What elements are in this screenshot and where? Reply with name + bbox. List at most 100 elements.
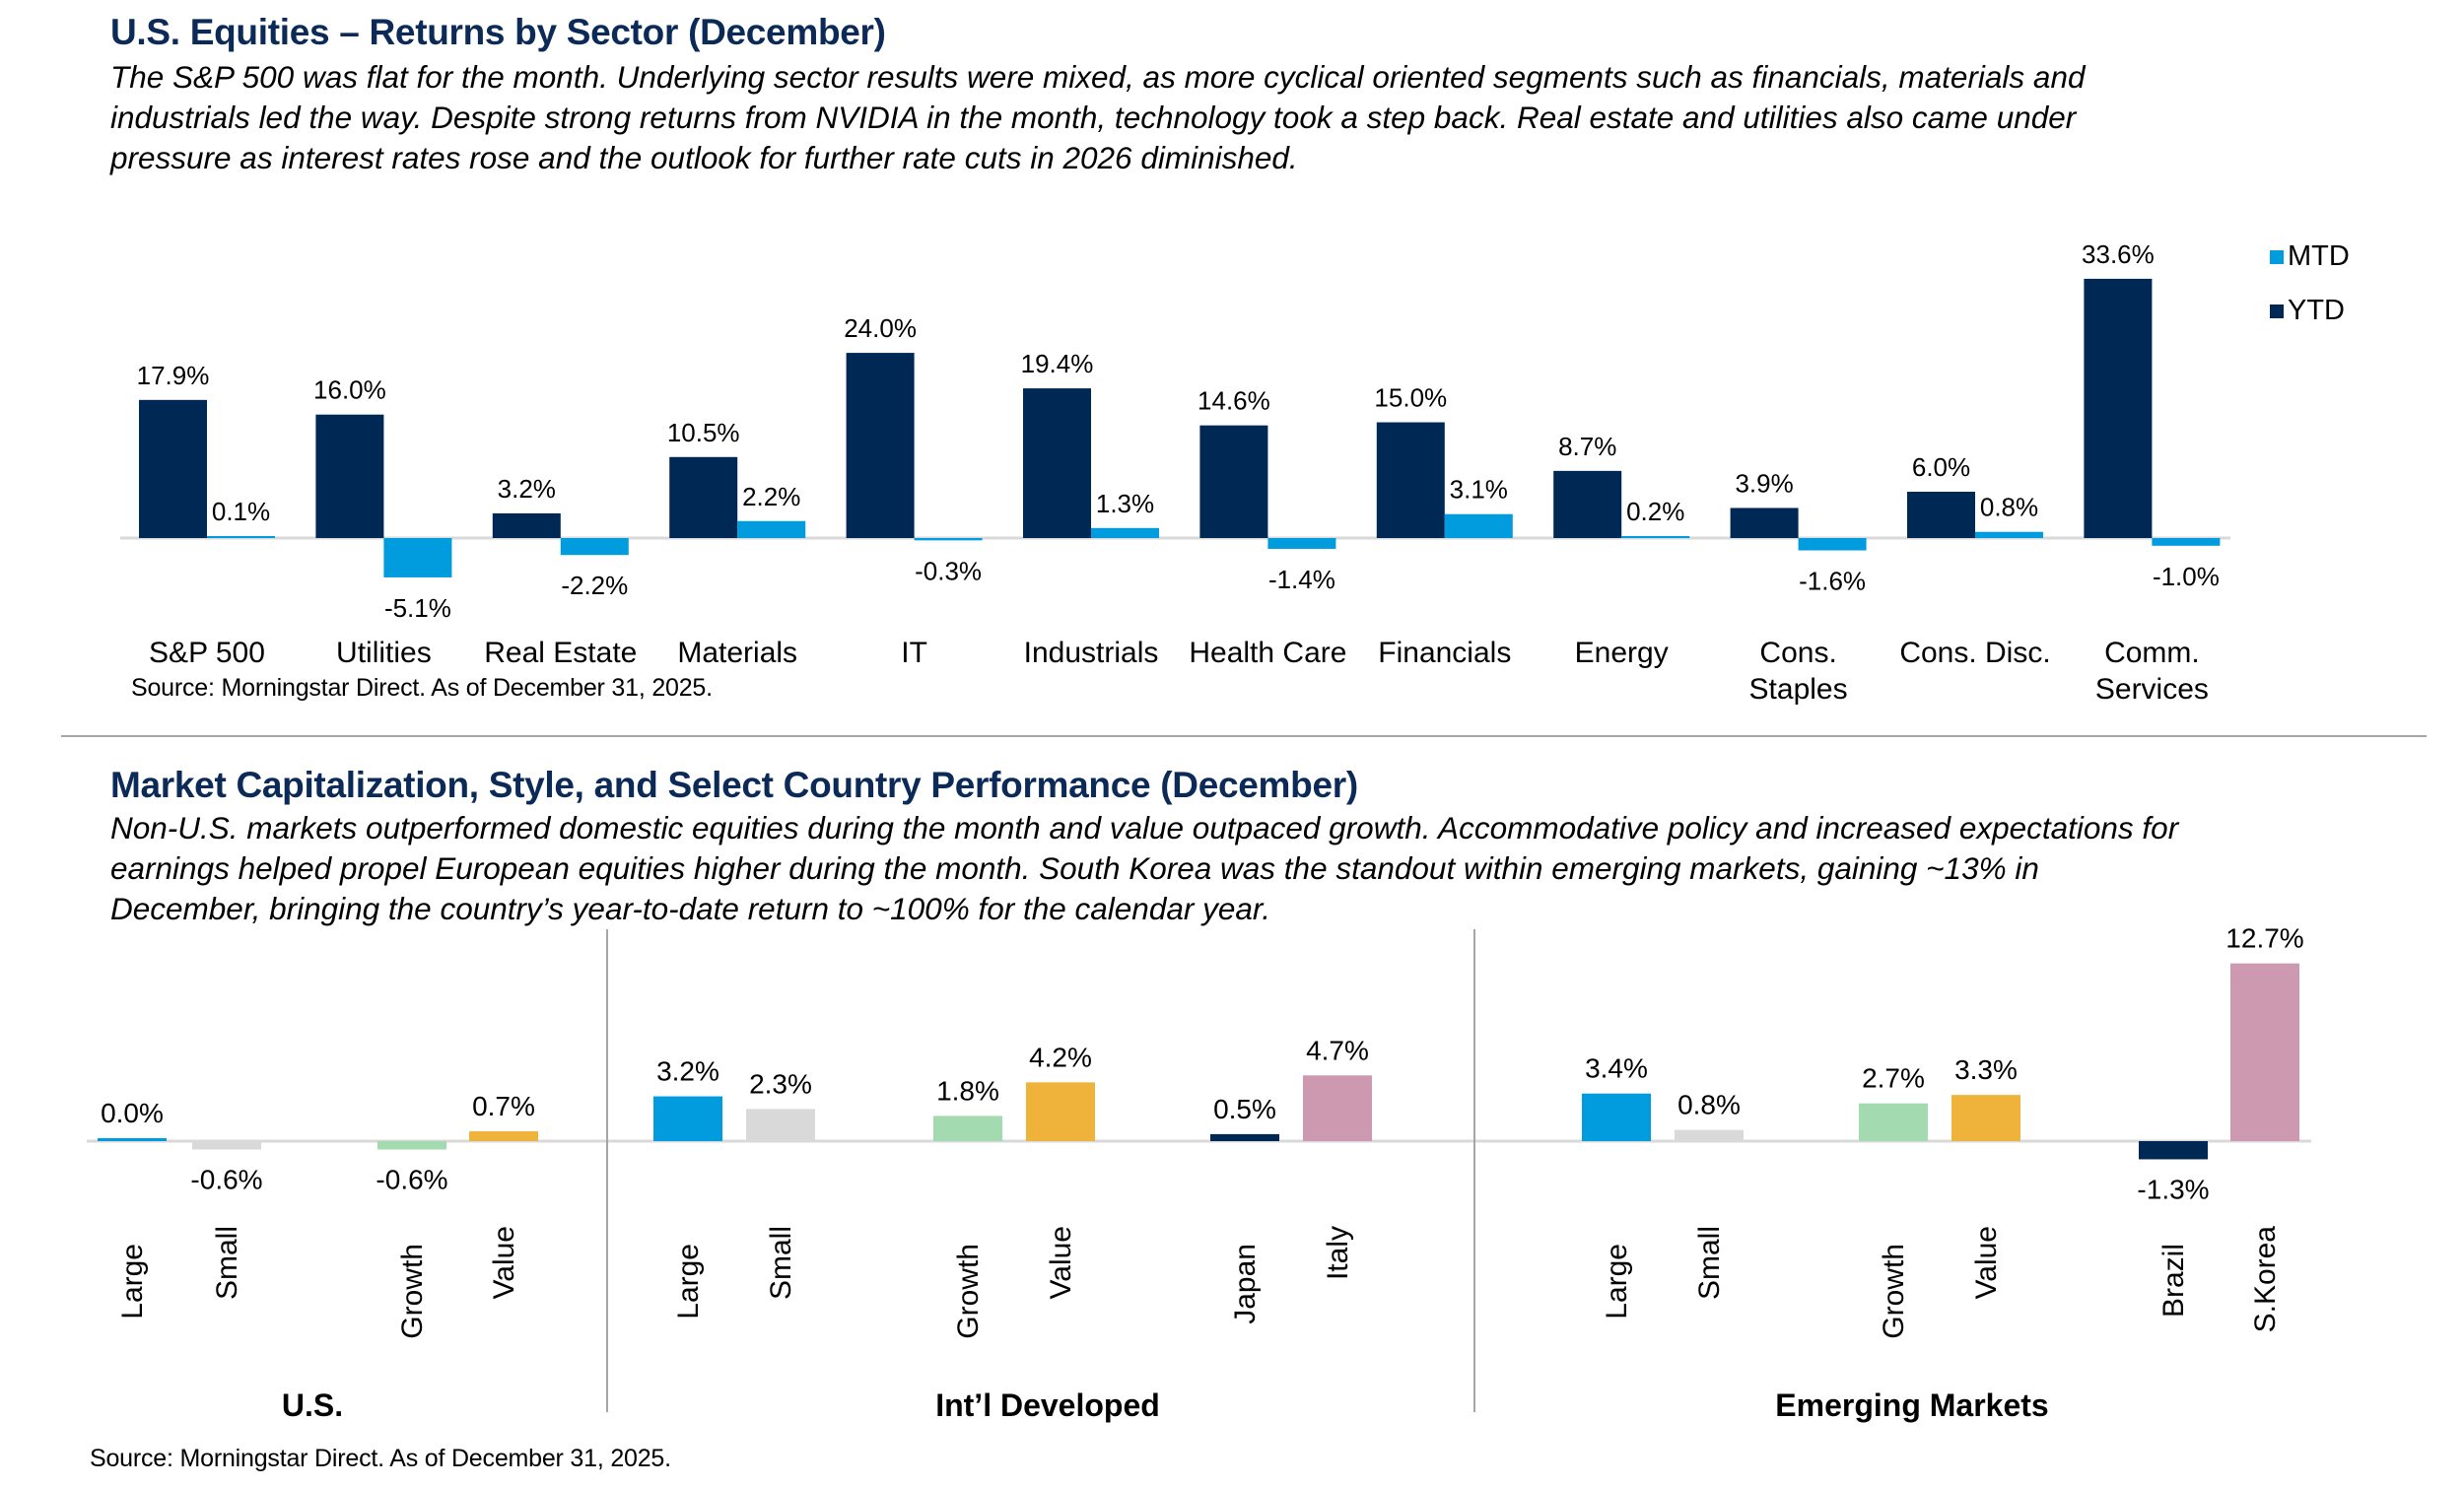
bar-value [1026, 1082, 1095, 1141]
data-label-ytd: 16.0% [313, 375, 386, 405]
group-label: Int’l Developed [935, 1387, 1160, 1423]
category-label: Small [211, 1226, 243, 1300]
bar-mtd [1621, 536, 1690, 538]
data-label-ytd: 19.4% [1021, 349, 1094, 378]
data-label-ytd: 8.7% [1558, 432, 1616, 461]
data-label: 0.7% [472, 1091, 535, 1121]
category-label: Small [765, 1226, 797, 1300]
category-label: Large [116, 1244, 149, 1319]
category-label: Large [1601, 1244, 1633, 1319]
category-label: Cons. [1759, 637, 1836, 669]
category-label: Value [1045, 1226, 1077, 1300]
data-label-mtd: -1.6% [1799, 567, 1866, 596]
bar-growth [1859, 1103, 1928, 1141]
category-label: Energy [1575, 637, 1669, 669]
bar-ytd [1553, 470, 1622, 538]
data-label-ytd: 3.2% [498, 474, 556, 504]
bar-ytd [1730, 507, 1799, 538]
data-label-mtd: 0.2% [1626, 497, 1684, 526]
bar-mtd [560, 538, 629, 556]
group-label: Emerging Markets [1775, 1387, 2048, 1423]
data-label-mtd: 3.1% [1450, 475, 1508, 505]
bar-small [1675, 1129, 1744, 1141]
data-label: 0.8% [1677, 1090, 1741, 1120]
chart1-source-note: Source: Morningstar Direct. As of Decemb… [131, 674, 713, 702]
bar-mtd [1267, 538, 1336, 549]
bar-large [1582, 1093, 1651, 1141]
category-label: Comm. [2104, 637, 2200, 669]
category-label: Growth [1878, 1244, 1910, 1339]
bar-growth [377, 1141, 446, 1150]
data-label-mtd: -1.4% [1268, 565, 1335, 594]
data-label-ytd: 17.9% [137, 361, 210, 390]
category-label: Financials [1378, 637, 1511, 669]
bar-ytd [315, 414, 384, 538]
data-label-ytd: 14.6% [1198, 386, 1270, 416]
sector-returns-chart: 17.9% 0.1% S&P 500 16.0% -5.1% Utilities 3.2% -… [120, 239, 2230, 706]
data-label-mtd: 1.3% [1096, 489, 1154, 518]
data-label: -0.6% [376, 1165, 447, 1195]
category-label: Growth [396, 1244, 429, 1339]
category-label: Materials [677, 637, 797, 669]
category-label: Industrials [1024, 637, 1159, 669]
category-label: Japan [1229, 1244, 1262, 1324]
category-label: Italy [1322, 1226, 1354, 1280]
data-label: 3.2% [656, 1056, 719, 1087]
bar-brazil [2139, 1141, 2208, 1160]
legend-item-mtd: MTD [2270, 240, 2350, 273]
chart2-source-note: Source: Morningstar Direct. As of Decemb… [90, 1445, 671, 1472]
data-label: 3.4% [1585, 1053, 1648, 1084]
bar-ytd [1023, 388, 1091, 538]
category-label: IT [901, 637, 927, 669]
bar-mtd [1444, 513, 1513, 538]
bar-ytd [846, 353, 915, 538]
category-label: Value [488, 1226, 520, 1300]
data-label-ytd: 3.9% [1735, 468, 1793, 498]
data-label: -1.3% [2137, 1174, 2209, 1204]
bar-value [1951, 1095, 2020, 1141]
bar-ytd [1199, 425, 1268, 538]
bar-value [469, 1131, 538, 1141]
data-label-mtd: -5.1% [384, 593, 451, 623]
legend-swatch-ytd [2270, 304, 2284, 318]
bar-small [746, 1109, 815, 1141]
category-label: Real Estate [484, 637, 637, 669]
bar-ytd [1376, 422, 1445, 538]
group-label: U.S. [282, 1387, 343, 1423]
legend-swatch-mtd [2270, 249, 2284, 264]
section1-description: The S&P 500 was flat for the month. Unde… [110, 59, 2086, 175]
bar-small [192, 1141, 261, 1150]
bar-mtd [1975, 531, 2043, 538]
bar-mtd [914, 538, 983, 541]
legend-item-ytd: YTD [2270, 295, 2345, 327]
data-label-mtd: 0.1% [212, 497, 270, 526]
data-label: 4.7% [1306, 1035, 1369, 1065]
legend-label-mtd: MTD [2288, 240, 2350, 272]
category-label: Large [672, 1244, 705, 1319]
bar-japan [1210, 1133, 1279, 1141]
data-label: 0.5% [1213, 1094, 1276, 1124]
data-label-ytd: 10.5% [667, 418, 740, 447]
data-label: 2.7% [1862, 1063, 1925, 1094]
category-label: Utilities [336, 637, 432, 669]
bar-mtd [737, 520, 806, 538]
bar-ytd [2084, 278, 2153, 538]
data-label-mtd: 2.2% [742, 482, 800, 511]
category-label: S&P 500 [149, 637, 265, 669]
category-label: Value [1970, 1226, 2003, 1300]
section2-title: Market Capitalization, Style, and Select… [110, 765, 1358, 805]
data-label: 3.3% [1954, 1054, 2018, 1085]
data-label: 0.0% [101, 1098, 164, 1128]
bar-mtd [1091, 527, 1159, 538]
data-label-mtd: -0.3% [915, 556, 982, 585]
bar-large [98, 1138, 167, 1141]
data-label-ytd: 15.0% [1374, 383, 1447, 413]
section2-description: Non-U.S. markets outperformed domestic e… [110, 810, 2179, 926]
category-label: Growth [952, 1244, 985, 1339]
data-label: -0.6% [190, 1165, 262, 1195]
data-label: 1.8% [936, 1075, 999, 1106]
category-label: Small [1693, 1226, 1726, 1300]
legend-label-ytd: YTD [2288, 295, 2345, 326]
bar-mtd [1798, 538, 1867, 551]
